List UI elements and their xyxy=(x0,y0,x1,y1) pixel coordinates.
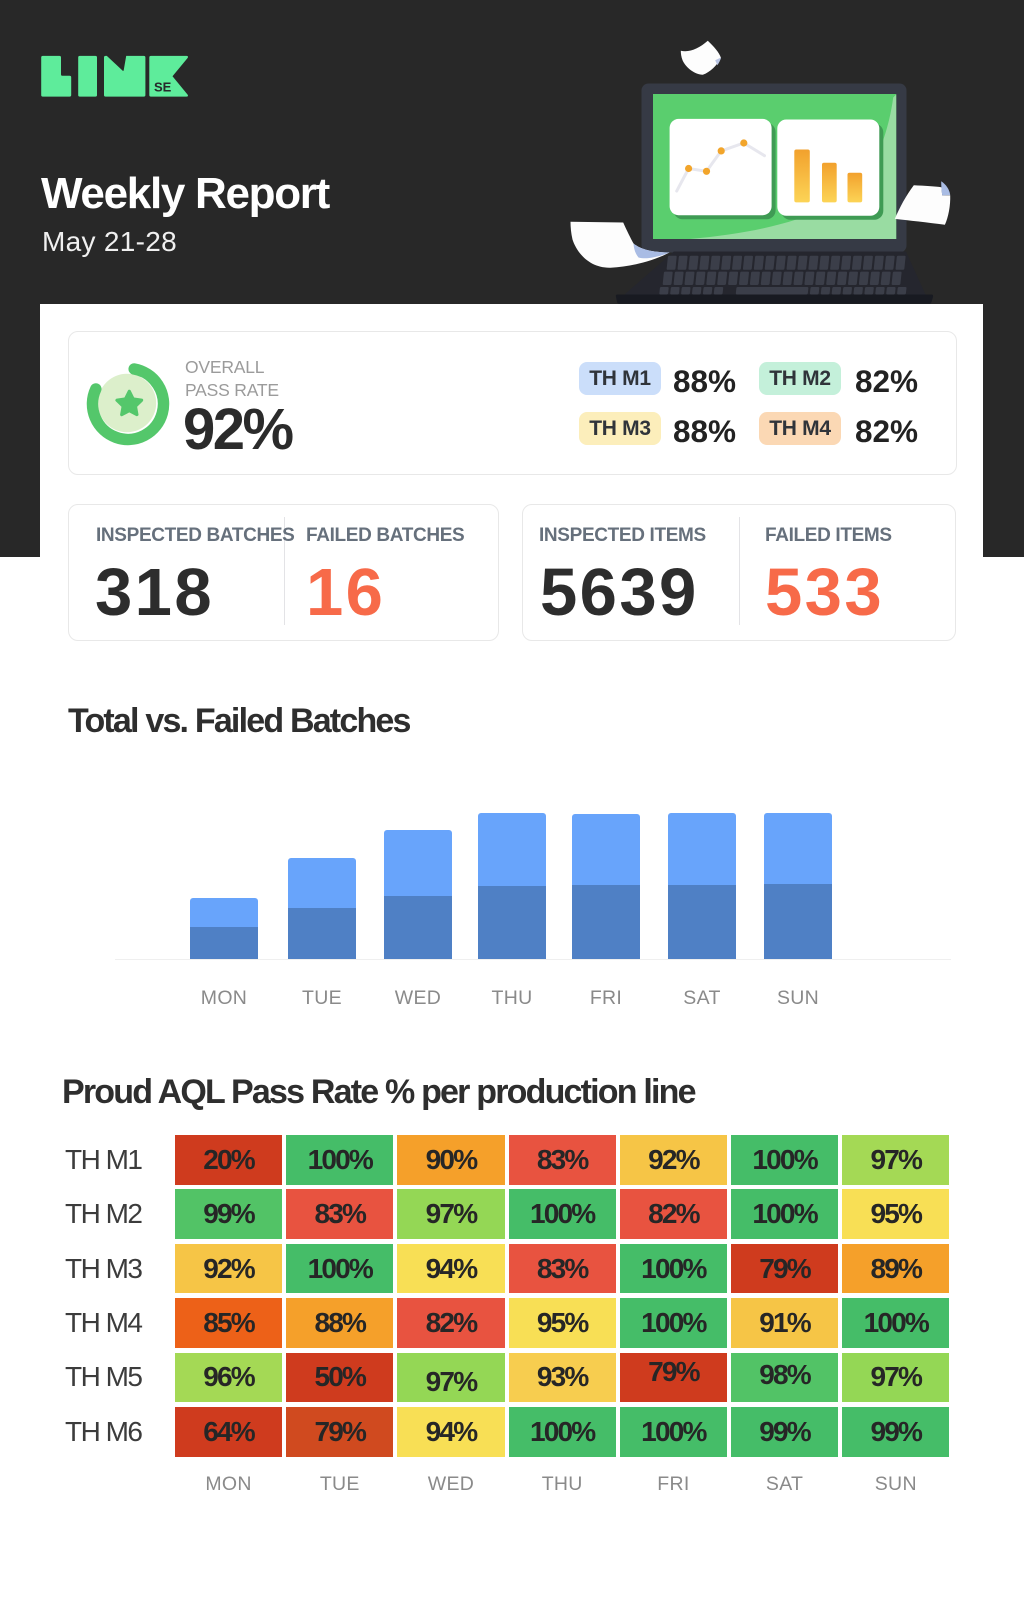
svg-text:SE: SE xyxy=(154,80,172,95)
